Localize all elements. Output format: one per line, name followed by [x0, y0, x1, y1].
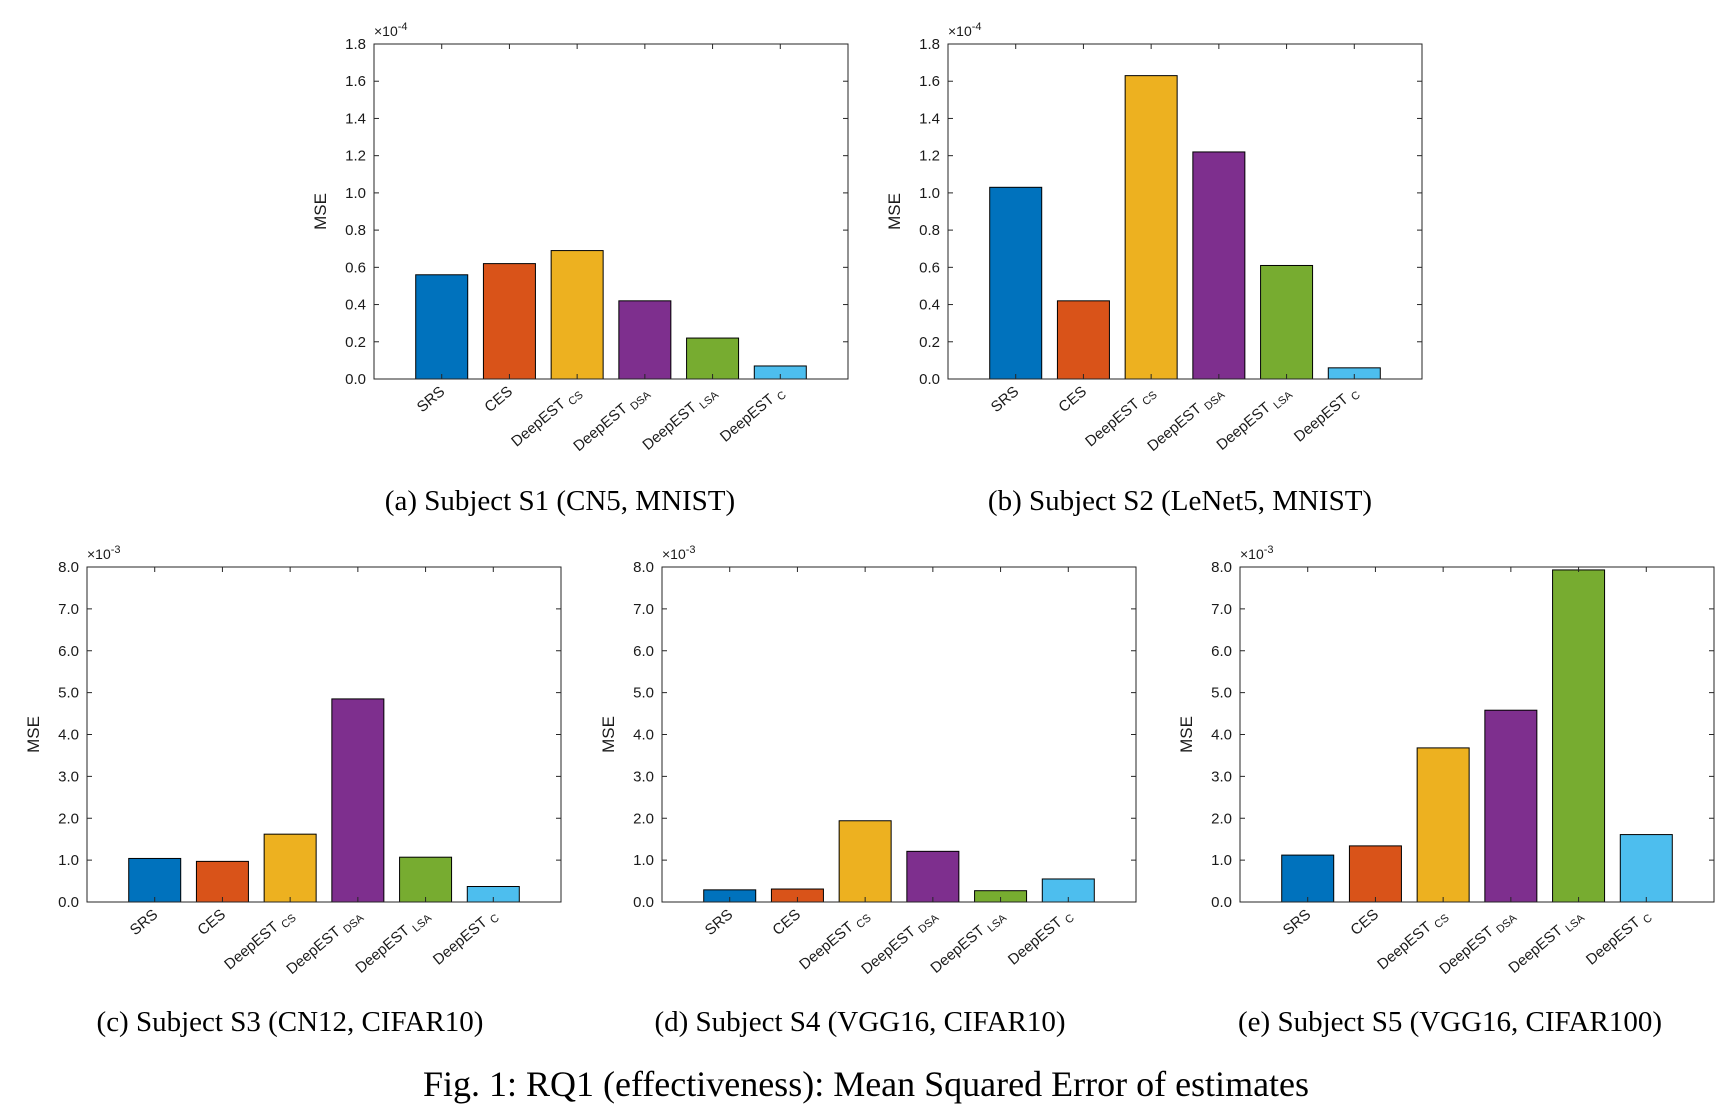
y-tick-label: 0.0 — [345, 371, 366, 388]
y-tick-label: 5.0 — [633, 685, 654, 702]
y-tick-label: 7.0 — [633, 601, 654, 618]
bar — [1484, 709, 1538, 903]
bar — [1260, 264, 1314, 380]
bar — [1552, 569, 1606, 903]
bar — [1124, 75, 1178, 380]
y-tick-label: 1.0 — [1211, 852, 1232, 869]
chart-panel-e: 0.0 1.0 2.0 3.0 4.0 5.0 6.0 7.0 8.0 SRS CES DeepEST… — [1177, 544, 1715, 981]
y-tick-label: 8.0 — [1211, 559, 1232, 576]
y-tick-label: 1.4 — [919, 110, 940, 127]
chart-panel-a: 0.0 0.2 0.4 0.6 0.8 1.0 1.2 1.4 1.6 1.8 SRS CES Deep… — [0, 0, 866, 480]
y-tick-label: 0.0 — [58, 894, 79, 911]
y-tick-label: 4.0 — [633, 727, 654, 744]
y-tick-label: 3.0 — [1211, 768, 1232, 785]
y-tick-label: 7.0 — [58, 601, 79, 618]
y-tick-label: 1.0 — [58, 852, 79, 869]
bar — [195, 860, 249, 903]
y-tick-label: 2.0 — [58, 810, 79, 827]
y-tick-label: 5.0 — [1211, 685, 1232, 702]
caption-e: (e) Subject S5 (VGG16, CIFAR100) — [1238, 1006, 1662, 1038]
bar — [1619, 834, 1673, 903]
x-tick-label: DeepESTDSA — [1436, 906, 1520, 981]
y-tick-label: 0.0 — [1211, 894, 1232, 911]
y-tick-label: 0.6 — [919, 259, 940, 276]
bar — [128, 857, 182, 903]
figure-caption: Fig. 1: RQ1 (effectiveness): Mean Square… — [422, 1064, 1310, 1104]
y-tick-label: 1.0 — [633, 852, 654, 869]
bar — [1348, 845, 1402, 903]
y-tick-label: 3.0 — [633, 768, 654, 785]
chart-panel-b: 0.0 0.2 0.4 0.6 0.8 1.0 1.2 1.4 1.6 1.8 SRS CES Deep… — [0, 0, 1732, 480]
y-tick-label: 1.8 — [919, 36, 940, 53]
y-tick-label: 1.0 — [919, 185, 940, 202]
plot-frame — [947, 43, 1423, 380]
y-tick-label: 3.0 — [58, 768, 79, 785]
y-tick-label: 1.6 — [919, 73, 940, 90]
x-tick-label: DeepESTLSA — [1505, 906, 1587, 979]
y-tick-label: 0.8 — [919, 222, 940, 239]
y-tick-label: 0.0 — [919, 371, 940, 388]
caption-c: (c) Subject S3 (CN12, CIFAR10) — [96, 1006, 484, 1038]
y-axis-label: MSE — [885, 193, 904, 230]
y-tick-label: 8.0 — [58, 559, 79, 576]
y-tick-label: 7.0 — [1211, 601, 1232, 618]
y-tick-label: 8.0 — [633, 559, 654, 576]
y-tick-label: 1.0 — [345, 185, 366, 202]
bar — [550, 250, 604, 380]
bar — [1056, 300, 1110, 380]
y-axis-label: MSE — [24, 716, 43, 753]
caption-b: (b) Subject S2 (LeNet5, MNIST) — [987, 485, 1373, 517]
bar — [482, 263, 536, 380]
y-tick-label: 0.4 — [919, 297, 940, 314]
y-tick-label: 1.2 — [919, 148, 940, 165]
bar — [618, 300, 672, 380]
y-tick-label: 2.0 — [633, 810, 654, 827]
y-tick-label: 1.6 — [345, 73, 366, 90]
y-tick-label: 0.2 — [345, 334, 366, 351]
y-axis-label: MSE — [599, 716, 618, 753]
y-tick-label: 6.0 — [1211, 643, 1232, 660]
bar — [1281, 854, 1335, 903]
y-tick-label: 0.8 — [345, 222, 366, 239]
plot-frame — [373, 43, 849, 380]
bar — [989, 186, 1043, 380]
y-tick-label: 0.4 — [345, 297, 366, 314]
bar — [399, 856, 453, 903]
y-tick-label: 6.0 — [633, 643, 654, 660]
chart-e-svg: 0.0 1.0 2.0 3.0 4.0 5.0 6.0 7.0 8.0 SRS CES DeepEST… — [1177, 544, 1715, 981]
y-axis-label: MSE — [1177, 716, 1196, 753]
y-tick-label: 6.0 — [58, 643, 79, 660]
y-exponent-label: ×10-3 — [1240, 544, 1274, 562]
y-tick-label: 1.4 — [345, 110, 366, 127]
bar — [1416, 747, 1470, 903]
bar — [415, 274, 469, 380]
y-tick-label: 1.2 — [345, 148, 366, 165]
x-tick-label: SRS — [1280, 906, 1315, 939]
chart-panel-c: 0.0 1.0 2.0 3.0 4.0 5.0 6.0 7.0 8.0 SRS CES DeepEST… — [0, 0, 600, 1000]
chart-panel-d: 0.0 1.0 2.0 3.0 4.0 5.0 6.0 7.0 8.0 SRS CES DeepEST… — [599, 544, 1137, 980]
y-tick-label: 0.0 — [633, 894, 654, 911]
y-axis-label: MSE — [311, 193, 330, 230]
y-tick-label: 4.0 — [1211, 727, 1232, 744]
y-tick-label: 4.0 — [58, 727, 79, 744]
y-tick-label: 0.6 — [345, 259, 366, 276]
y-tick-label: 1.8 — [345, 36, 366, 53]
caption-a: (a) Subject S1 (CN5, MNIST) — [384, 485, 736, 517]
y-tick-label: 5.0 — [58, 685, 79, 702]
bar — [1192, 151, 1246, 380]
bar — [263, 833, 317, 903]
x-tick-label: CES — [1347, 906, 1382, 939]
x-tick-label: DeepESTC — [1583, 906, 1655, 971]
y-tick-label: 2.0 — [1211, 810, 1232, 827]
caption-d: (d) Subject S4 (VGG16, CIFAR10) — [654, 1006, 1066, 1038]
y-tick-label: 0.2 — [919, 334, 940, 351]
